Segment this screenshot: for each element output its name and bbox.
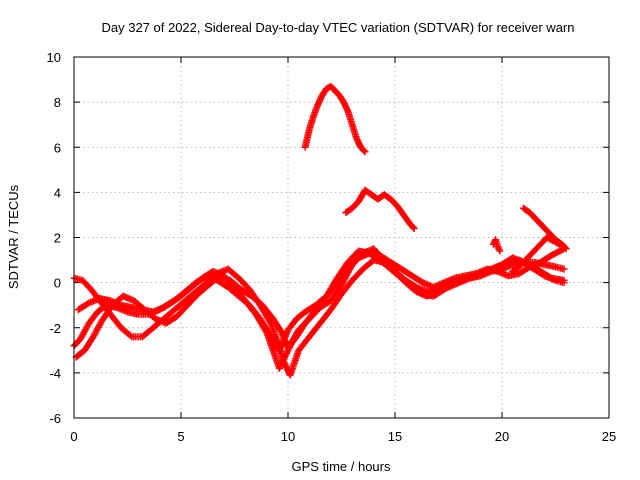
data-point bbox=[343, 106, 351, 114]
y-tick-label: -2 bbox=[49, 321, 61, 336]
y-tick-label: 0 bbox=[54, 276, 61, 291]
y-tick-label: 6 bbox=[54, 140, 61, 155]
x-tick-label: 5 bbox=[177, 429, 184, 444]
chart-title: Day 327 of 2022, Sidereal Day-to-day VTE… bbox=[101, 20, 574, 35]
data-point bbox=[560, 276, 568, 284]
data-point bbox=[560, 265, 568, 273]
y-tick-label: -6 bbox=[49, 411, 61, 426]
x-tick-label: 0 bbox=[70, 429, 77, 444]
data-point bbox=[409, 223, 417, 231]
x-axis-label: GPS time / hours bbox=[292, 459, 391, 474]
data-point bbox=[560, 243, 568, 251]
grid-lines bbox=[74, 57, 609, 418]
data-point bbox=[410, 224, 418, 232]
series-track-8 bbox=[301, 82, 369, 156]
y-tick-label: 10 bbox=[47, 50, 61, 65]
y-tick-label: 4 bbox=[54, 185, 61, 200]
data-point bbox=[360, 147, 368, 155]
data-point bbox=[559, 242, 567, 250]
data-point bbox=[496, 247, 504, 255]
plot-frame bbox=[73, 56, 610, 419]
y-axis-label: SDTVAR / TECUs bbox=[6, 184, 21, 289]
x-tick-labels: 0 5 10 15 20 25 bbox=[70, 429, 616, 444]
x-tick-label: 15 bbox=[388, 429, 402, 444]
series-track-4 bbox=[74, 247, 568, 354]
x-tick-label: 10 bbox=[281, 429, 295, 444]
series-track-7 bbox=[489, 236, 504, 255]
data-point bbox=[495, 246, 503, 254]
x-tick-label: 25 bbox=[602, 429, 616, 444]
series-track-9 bbox=[342, 186, 418, 232]
data-point bbox=[126, 332, 134, 340]
y-tick-label: 8 bbox=[54, 95, 61, 110]
data-point bbox=[277, 327, 285, 335]
data-points bbox=[70, 82, 570, 379]
x-tick-label: 20 bbox=[495, 429, 509, 444]
y-tick-label: -4 bbox=[49, 366, 61, 381]
y-tick-labels: -6 -4 -2 0 2 4 6 8 10 bbox=[47, 50, 61, 426]
series-track-6 bbox=[509, 234, 568, 275]
y-tick-label: 2 bbox=[54, 231, 61, 246]
data-point bbox=[361, 148, 369, 156]
